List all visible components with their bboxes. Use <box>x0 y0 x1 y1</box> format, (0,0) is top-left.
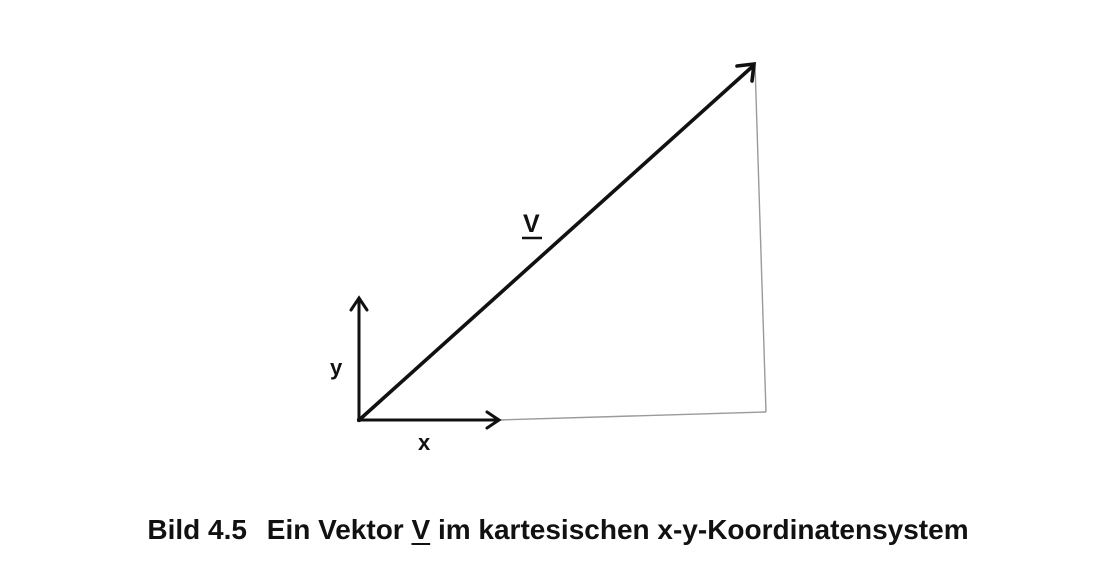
vector-v-arrowhead <box>735 61 757 83</box>
x-component-helper-line <box>497 411 767 421</box>
y-axis-label: y <box>330 355 343 380</box>
caption-vector-symbol: V <box>411 514 431 545</box>
x-axis-label: x <box>418 430 431 455</box>
vector-v-arrow <box>356 64 755 423</box>
x-axis-arrowhead <box>485 410 502 430</box>
y-component-helper-line <box>754 63 767 413</box>
caption-text-after: im kartesischen x-y-Koordinatensystem <box>437 514 969 545</box>
y-axis-arrowhead <box>349 295 369 312</box>
figure-number: Bild 4.5 <box>147 514 247 545</box>
figure-caption: Bild 4.5 Ein Vektor V im kartesischen x-… <box>0 514 1116 546</box>
vector-v-label: V <box>523 210 540 238</box>
caption-text-before: Ein Vektor <box>266 514 404 545</box>
